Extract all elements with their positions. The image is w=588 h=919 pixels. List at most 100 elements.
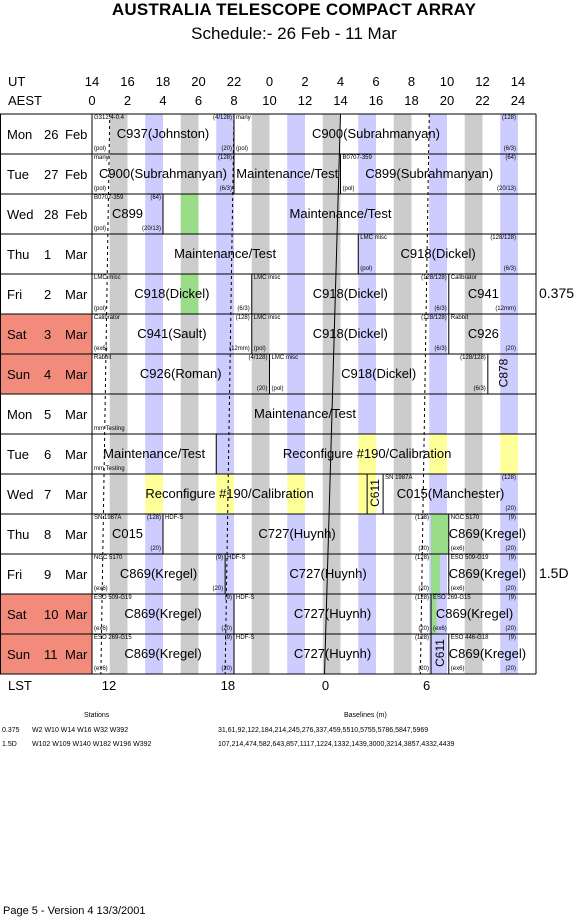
schedule-block[interactable]: C869(Kregel) ESO 509-G19 (9) (ex6) (20) xyxy=(449,554,526,594)
schedule-block[interactable]: C899(Subrahmanyan) B0707-359 (64) (pol) (20/… xyxy=(341,154,519,194)
schedule-block[interactable]: C918(Dickel) LMC misc (128/128) (pol) (6/3) xyxy=(252,314,449,354)
lst-zero-line xyxy=(324,113,341,675)
schedule-block[interactable]: C015(Manchester) SN 1987A (128) (20) xyxy=(383,474,518,514)
aest-tick: 10 xyxy=(262,93,277,108)
schedule-block[interactable]: C611 xyxy=(367,474,383,514)
block-band: (20) xyxy=(418,586,430,592)
day-number: 28 xyxy=(44,206,59,222)
day-of-week: Tue xyxy=(7,166,29,182)
schedule-block[interactable]: C869(Kregel) NGC 5170 (9) (ex6) (20) xyxy=(92,554,225,594)
block-channels: (128/128) xyxy=(490,235,516,241)
time-stripe xyxy=(251,554,270,594)
schedule-block[interactable]: C869(Kregel) ESO 446-G18 (9) (ex6) (20) xyxy=(448,634,527,674)
block-title: C727(Huynh) xyxy=(258,526,336,541)
schedule-block[interactable]: Maintenance/Test xyxy=(234,154,341,194)
time-stripe xyxy=(322,354,341,394)
time-stripe xyxy=(145,154,163,194)
time-stripe xyxy=(287,154,305,194)
time-stripe xyxy=(393,274,412,314)
schedule-row: Sun 11 Mar C869(Kregel) ESO 269-G15 (9) (ex6) (… xyxy=(0,634,536,674)
schedule-block[interactable]: C727(Huynh) HDF-S (128) (20) xyxy=(225,554,431,594)
day-month: Feb xyxy=(65,206,88,222)
block-title-vertical: C611 xyxy=(432,639,447,667)
block-title: C937(Johnston) xyxy=(116,126,210,141)
block-band: (20) xyxy=(505,626,516,632)
time-stripe xyxy=(216,434,234,474)
schedule-block[interactable]: C727(Huynh) HDF-S (128) (20) xyxy=(234,594,431,634)
schedule-block[interactable]: C727(Huynh) HDF-S (128) (20) xyxy=(163,514,431,554)
schedule-block[interactable]: C918(Dickel) LMC misc (128/128) (pol) (6/3) xyxy=(358,234,518,274)
time-stripe xyxy=(216,274,234,314)
schedule-block[interactable]: C869(Kregel) ESO 509-G19 (9) (ex6) (20) xyxy=(92,594,234,634)
schedule-row: Wed 28 Feb C899 B0707-359 (64) (pol) (20/13) Mai… xyxy=(0,194,536,234)
schedule-block[interactable]: Reconfigure #190/Calibration xyxy=(216,434,518,474)
block-title: C900(Subrahmanyan) xyxy=(99,166,227,181)
block-title: Reconfigure #190/Calibration xyxy=(145,486,314,501)
block-title: C869(Kregel) xyxy=(448,646,527,661)
schedule-block[interactable]: Maintenance/Test xyxy=(163,194,518,234)
block-title: Maintenance/Test xyxy=(254,406,356,421)
block-title: C941 xyxy=(467,286,499,301)
schedule-block[interactable]: C926(Roman) Rabbit (4/128) (20) xyxy=(92,354,270,394)
time-stripe xyxy=(251,114,270,154)
day-of-week: Thu xyxy=(7,246,30,262)
time-stripe xyxy=(500,434,518,474)
ut-tick: 2 xyxy=(301,74,309,89)
time-stripe xyxy=(145,234,163,274)
schedule-block[interactable]: C899 B0707-359 (64) (pol) (20/13) xyxy=(92,194,163,234)
day-number: 11 xyxy=(44,646,58,662)
block-band: (20) xyxy=(505,586,516,592)
time-stripe xyxy=(109,194,128,234)
schedule-block[interactable]: C878 xyxy=(488,354,518,394)
time-stripe xyxy=(251,274,270,314)
block-title: C869(Kregel) xyxy=(124,646,202,661)
schedule-row: Thu 1 Mar Maintenance/Test C918(Dickel) LMC m… xyxy=(0,234,536,274)
day-label: Mon 26 Feb xyxy=(1,114,91,154)
schedule-block[interactable]: C869(Kregel) ESO 269-G15 (9) (ex6) (20) xyxy=(92,634,234,674)
schedule-block[interactable]: C941 Calibrator (12mm) xyxy=(449,274,518,314)
block-source: Rabbit xyxy=(450,315,469,321)
schedule-block[interactable]: C937(Johnston) G312.4-0.4 (4/128) (pol) (20) xyxy=(92,114,234,154)
schedule-block[interactable]: C869(Kregel) NGC 5170 (9) (ex6) (20) xyxy=(449,514,526,554)
schedule-block[interactable]: Reconfigure #190/Calibration xyxy=(92,474,367,514)
schedule-block[interactable]: Maintenance/Test xyxy=(92,234,358,274)
time-stripe xyxy=(393,194,412,234)
version-footer: Page 5 - Version 4 13/3/2001 xyxy=(3,905,146,917)
schedule-block[interactable]: C918(Dickel) LMC misc (128/128) (pol) (6/3) xyxy=(270,354,488,394)
time-stripe xyxy=(322,114,341,154)
schedule-block[interactable]: C926 Rabbit (20) xyxy=(449,314,518,354)
array-config-label: 0.375 xyxy=(539,285,575,301)
schedule-block[interactable]: C900(Subrahmanyan) many (128) (pol) (6/3) xyxy=(234,114,518,154)
block-source: LMC misc xyxy=(271,355,299,361)
day-label: Wed 28 Feb xyxy=(1,194,91,234)
day-month: Mar xyxy=(65,486,88,502)
time-stripe xyxy=(393,234,412,274)
schedule-block[interactable]: C727(Huynh) HDF-S (128) (20) xyxy=(234,634,431,674)
schedule-block[interactable]: C015 SN 1987A (128) (20) xyxy=(92,514,163,554)
block-band: (20) xyxy=(505,666,516,672)
time-stripe xyxy=(429,114,447,154)
day-number: 1 xyxy=(44,246,52,262)
schedule-block[interactable]: C900(Subrahmanyan) many (128) (pol) (6/3) xyxy=(92,154,234,194)
schedule-block[interactable]: C611 xyxy=(431,634,449,674)
time-stripe xyxy=(464,514,483,554)
schedule-block[interactable]: Maintenance/Test mm Testing xyxy=(92,434,216,474)
block-band: (6/3) xyxy=(219,186,232,192)
time-stripe xyxy=(216,154,234,194)
schedule-block[interactable]: C918(Dickel) LMC misc (128/128) (6/3) xyxy=(252,274,449,314)
time-stripe xyxy=(251,394,270,434)
ut-tick: 4 xyxy=(336,74,345,89)
time-stripe xyxy=(109,354,128,394)
block-channels: (128) xyxy=(415,635,430,641)
schedule-block[interactable]: C941(Sault) Calibrator (128) (ex6) (12mm) xyxy=(92,314,252,354)
block-channels: (9) xyxy=(224,635,232,641)
schedule-block[interactable]: C918(Dickel) LMC misc (pol) (6/3) xyxy=(92,274,252,314)
time-stripe xyxy=(180,234,199,274)
time-stripe xyxy=(287,194,305,234)
day-number: 5 xyxy=(44,406,52,422)
schedule-block[interactable]: Maintenance/Test mm Testing xyxy=(92,394,518,434)
time-stripe xyxy=(180,114,199,154)
time-stripe xyxy=(251,234,270,274)
schedule-block[interactable]: C869(Kregel) ESO 269-G15 (9) (ex6) (20) xyxy=(431,594,518,634)
time-stripe xyxy=(180,594,199,634)
